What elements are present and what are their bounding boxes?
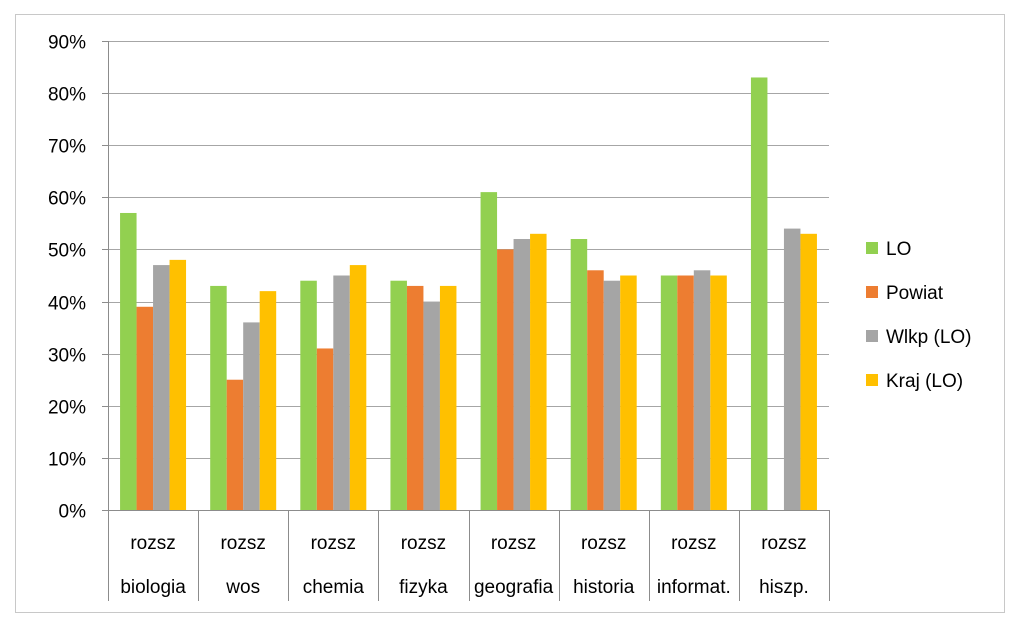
x-category-label-line1: rozsz <box>581 533 626 554</box>
bar <box>136 306 154 510</box>
y-tick-label: 30% <box>48 346 86 367</box>
y-tick-label: 50% <box>48 241 86 262</box>
legend-swatch <box>866 286 878 298</box>
x-category-label-line2: geografia <box>474 577 554 598</box>
y-tick-label: 0% <box>59 502 87 523</box>
legend-label: Powiat <box>886 283 944 304</box>
x-category-label-line2: biologia <box>120 577 186 598</box>
bar <box>243 322 260 510</box>
bar <box>603 280 621 510</box>
y-tick-label: 60% <box>48 189 86 210</box>
x-category-label-line1: rozsz <box>311 533 356 554</box>
legend-swatch <box>866 330 878 342</box>
bar <box>677 275 694 510</box>
legend-swatch <box>866 374 878 386</box>
bar <box>570 239 588 510</box>
bar <box>169 259 187 510</box>
x-category-label-line2: wos <box>225 577 260 598</box>
x-category-label-line1: rozsz <box>220 533 265 554</box>
x-category-label-line2: hiszp. <box>759 577 809 598</box>
legend-label: Kraj (LO) <box>886 371 963 392</box>
bar <box>783 228 801 510</box>
bar <box>587 270 604 510</box>
bar <box>390 280 407 510</box>
x-category-label-line1: rozsz <box>401 533 446 554</box>
bar <box>693 270 711 510</box>
y-tick-label: 70% <box>48 137 86 158</box>
bar <box>497 249 514 510</box>
legend-swatch <box>866 242 878 254</box>
x-category-label-line1: rozsz <box>761 533 806 554</box>
bar <box>750 77 768 510</box>
legend-label: Wlkp (LO) <box>886 327 972 348</box>
x-category-label-line2: informat. <box>657 577 731 598</box>
bar <box>800 233 817 510</box>
bar <box>226 379 244 510</box>
bar <box>406 285 424 510</box>
y-tick-label: 10% <box>48 450 86 471</box>
bar <box>530 233 547 510</box>
bar <box>439 285 457 510</box>
bar <box>153 265 170 510</box>
x-category-label-line1: rozsz <box>130 533 175 554</box>
x-category-label-line2: fizyka <box>399 577 448 598</box>
bar <box>710 275 727 510</box>
bar <box>333 275 350 510</box>
y-tick-label: 40% <box>48 294 86 315</box>
bar <box>480 192 498 510</box>
bar <box>300 280 317 510</box>
y-tick-label: 20% <box>48 398 86 419</box>
bar <box>210 285 227 510</box>
legend-label: LO <box>886 239 911 260</box>
bar <box>620 275 637 510</box>
bar <box>660 275 678 510</box>
x-category-label-line1: rozsz <box>671 533 716 554</box>
bar <box>259 291 277 510</box>
bar <box>120 212 137 510</box>
x-category-label-line2: historia <box>573 577 635 598</box>
bar <box>513 239 531 510</box>
x-category-label-line2: chemia <box>303 577 365 598</box>
x-category-label-line1: rozsz <box>491 533 536 554</box>
bar <box>349 265 367 510</box>
y-tick-label: 80% <box>48 85 86 106</box>
y-tick-label: 90% <box>48 33 86 54</box>
bar <box>423 301 440 510</box>
bar <box>316 348 334 510</box>
